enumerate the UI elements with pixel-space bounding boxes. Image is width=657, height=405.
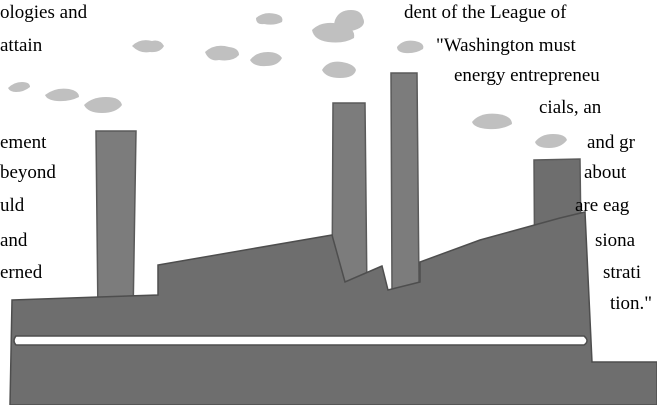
text-left-line-4: beyond [0, 162, 56, 183]
text-left-line-7: erned [0, 262, 43, 283]
smoke-puff [256, 13, 283, 25]
text-left-line-5: uld [0, 195, 25, 216]
smoke-puff [250, 52, 282, 67]
smoke-puff [132, 40, 164, 53]
text-right-line-6: about [584, 162, 627, 183]
smoke-puff [45, 88, 79, 102]
smoke-puff [322, 61, 356, 78]
text-right-line-2: "Washington must [436, 35, 576, 56]
smoke-puff [312, 22, 355, 43]
chimney-tall [390, 72, 420, 291]
text-right-line-10: tion." [610, 293, 653, 314]
smoke-puff [397, 40, 424, 54]
text-left-line-2: attain [0, 35, 43, 56]
text-right-line-9: strati [603, 262, 641, 283]
text-right-line-3: energy entrepreneu [454, 65, 600, 86]
smoke-puff [205, 45, 239, 61]
text-left-line-1: ologies and [0, 2, 88, 23]
smoke-puff [8, 82, 30, 92]
smoke-puff [535, 134, 567, 148]
factory-stripe [13, 335, 588, 346]
smoke-clouds [8, 10, 567, 148]
smoke-puff [84, 97, 122, 113]
text-left-line-3: ement [0, 132, 47, 153]
text-right-line-4: cials, an [539, 97, 602, 118]
text-left-line-6: and [0, 230, 28, 251]
chimney-left [95, 130, 137, 319]
text-right-line-7: are eag [575, 195, 630, 216]
text-right-line-5: and gr [587, 132, 636, 153]
text-right-line-8: siona [595, 230, 636, 251]
smoke-puff [472, 113, 512, 130]
factory-building [9, 211, 657, 405]
chimneys [95, 72, 583, 321]
text-right-line-1: dent of the League of [404, 2, 567, 23]
